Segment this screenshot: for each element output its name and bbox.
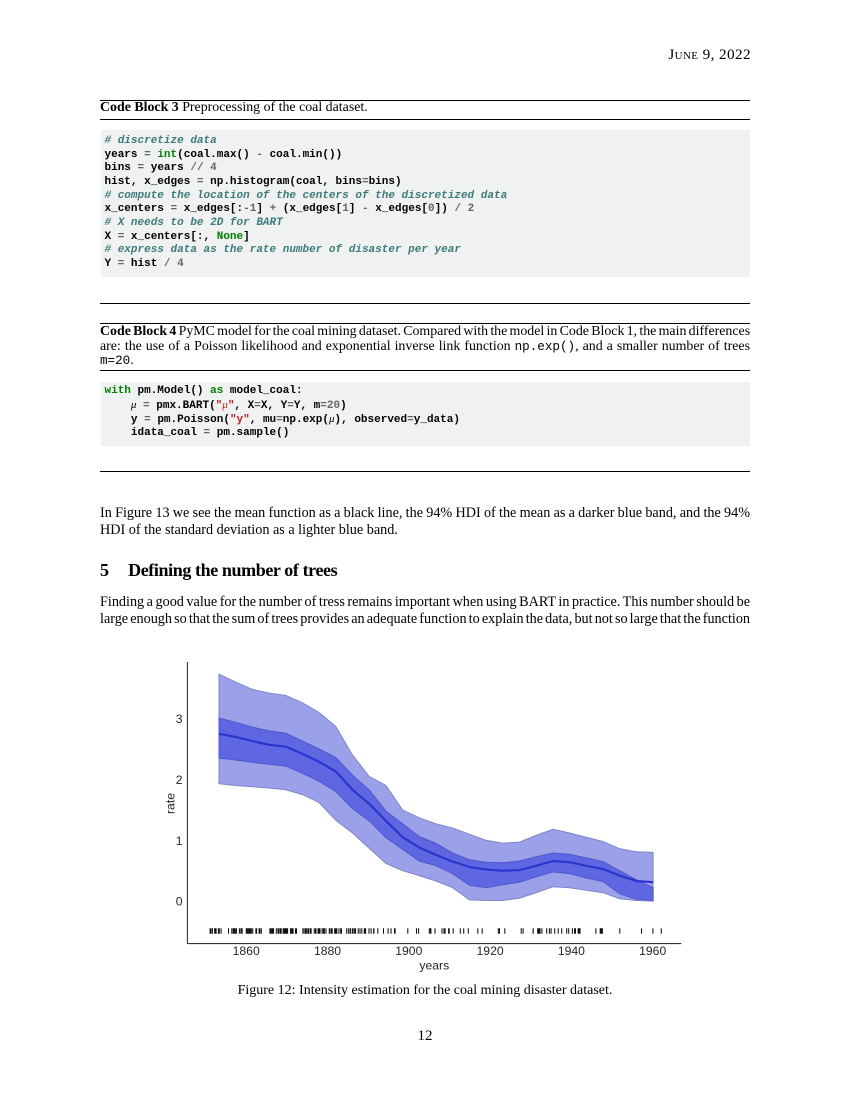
svg-text:years: years <box>419 959 449 973</box>
svg-text:1940: 1940 <box>558 944 585 958</box>
svg-text:1900: 1900 <box>395 944 422 958</box>
svg-text:1880: 1880 <box>314 944 341 958</box>
svg-text:1: 1 <box>176 834 183 848</box>
svg-text:0: 0 <box>176 895 183 909</box>
svg-text:1960: 1960 <box>639 944 666 958</box>
svg-text:2: 2 <box>176 773 183 787</box>
svg-text:1860: 1860 <box>233 944 260 958</box>
svg-text:3: 3 <box>176 712 183 726</box>
svg-text:rate: rate <box>164 793 178 814</box>
svg-text:1920: 1920 <box>477 944 504 958</box>
